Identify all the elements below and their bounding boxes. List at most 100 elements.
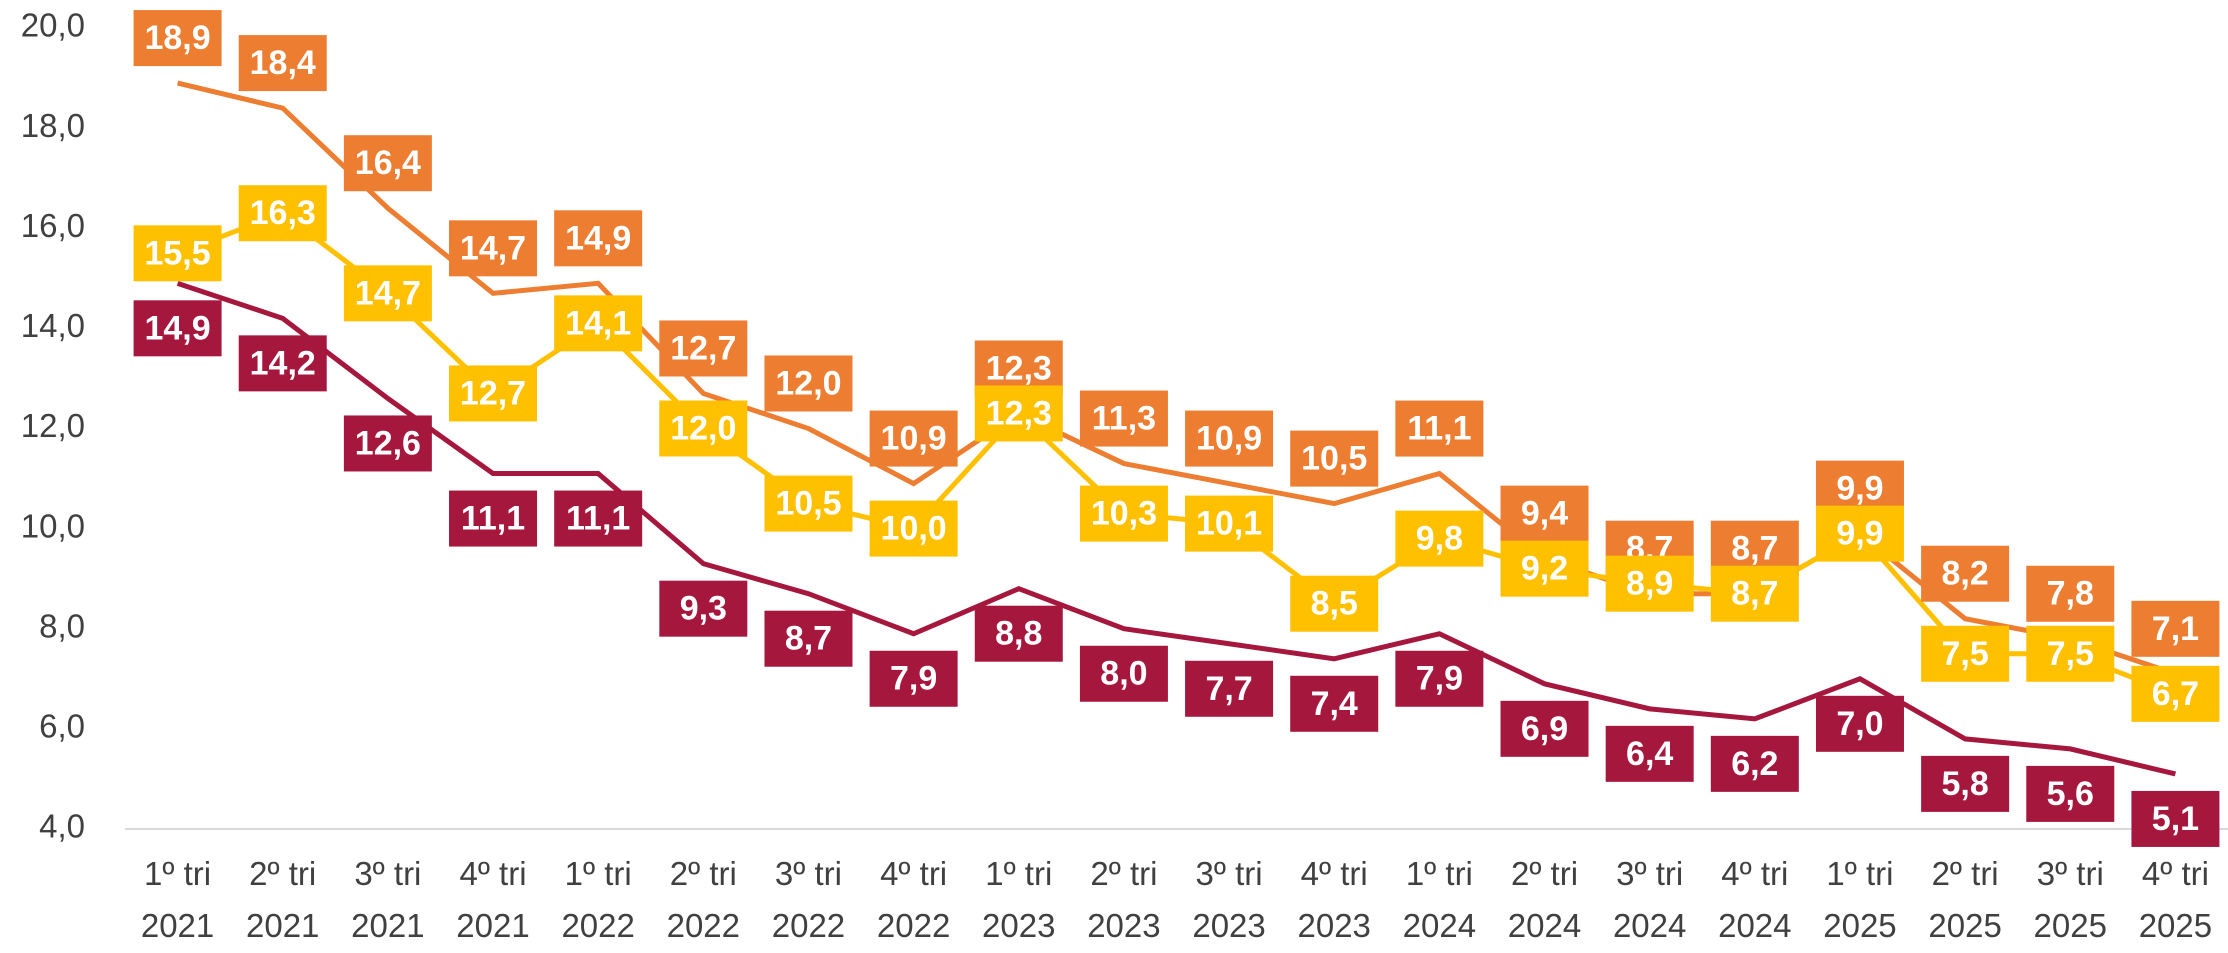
label-box (554, 295, 643, 352)
label-box (1290, 575, 1379, 632)
label-box (1290, 675, 1379, 732)
data-label: 10,0 (881, 510, 947, 548)
data-label: 7,4 (1311, 685, 1358, 723)
label-box (449, 490, 538, 547)
x-tick-label: 2º tri 2024 (1507, 855, 1582, 944)
label-box (2026, 765, 2115, 822)
label-box (1921, 755, 2010, 812)
data-label: 8,9 (1626, 565, 1673, 603)
data-label: 9,3 (680, 590, 727, 628)
data-label: 10,9 (881, 420, 947, 458)
label-box (1710, 565, 1799, 622)
label-box (133, 300, 222, 357)
data-label: 10,5 (775, 485, 841, 523)
label-box (2026, 565, 2115, 622)
data-label: 7,7 (1205, 670, 1252, 708)
data-label: 11,1 (1407, 410, 1471, 448)
label-box (1079, 390, 1168, 447)
x-tick-label: 4º tri 2024 (1718, 855, 1792, 944)
data-label: 15,5 (144, 234, 210, 272)
label-box (449, 365, 538, 422)
data-label: 12,3 (986, 349, 1052, 387)
label-box (343, 415, 432, 472)
label-box (1079, 485, 1168, 542)
label-box (1710, 735, 1799, 792)
data-label: 8,7 (785, 620, 832, 658)
data-label: 6,4 (1626, 735, 1673, 773)
x-tick-label: 3º tri 2021 (351, 855, 425, 944)
label-box (2131, 790, 2220, 847)
data-label: 9,9 (1836, 470, 1883, 508)
x-tick-label: 2º tri 2023 (1087, 855, 1161, 944)
label-box (2131, 665, 2220, 722)
label-box (1185, 660, 1274, 717)
x-tick-label: 2º tri 2022 (666, 855, 741, 944)
data-label: 18,4 (250, 44, 316, 82)
label-box (2026, 625, 2115, 682)
label-box (1185, 495, 1274, 552)
data-label: 11,1 (566, 500, 630, 538)
data-label: 11,3 (1092, 400, 1156, 438)
data-label: 7,5 (1941, 635, 1988, 673)
data-label: 12,7 (670, 329, 736, 367)
data-label: 18,9 (144, 19, 210, 57)
label-box (1079, 645, 1168, 702)
label-box (764, 355, 853, 412)
data-label: 8,0 (1100, 655, 1147, 693)
data-label: 12,0 (775, 364, 841, 402)
y-tick-label: 20,0 (21, 7, 85, 44)
x-tick-label: 4º tri 2021 (456, 855, 530, 944)
label-box (974, 605, 1063, 662)
label-box (869, 500, 958, 557)
label-box (659, 400, 748, 457)
data-label: 9,9 (1836, 515, 1883, 553)
label-box (974, 385, 1063, 442)
data-label: 14,2 (250, 344, 316, 382)
data-label: 5,1 (2152, 800, 2199, 838)
y-tick-label: 18,0 (21, 107, 85, 144)
label-box (764, 475, 853, 532)
label-box (764, 610, 853, 667)
label-box (1500, 485, 1589, 542)
label-box (343, 265, 432, 322)
label-box (554, 210, 643, 267)
y-tick-label: 6,0 (39, 708, 85, 745)
x-tick-label: 3º tri 2022 (771, 855, 846, 944)
label-box (343, 135, 432, 192)
data-label: 14,9 (144, 309, 210, 347)
label-box (1605, 725, 1694, 782)
y-tick-label: 16,0 (21, 207, 85, 244)
y-tick-label: 10,0 (21, 507, 85, 544)
label-box (659, 320, 748, 377)
data-label: 14,9 (565, 219, 631, 257)
data-label: 7,0 (1836, 705, 1883, 743)
label-box (238, 335, 327, 392)
label-box (1500, 700, 1589, 757)
label-box (238, 185, 327, 242)
data-label: 9,2 (1521, 550, 1568, 588)
y-tick-label: 4,0 (39, 808, 85, 845)
label-box (1395, 510, 1484, 567)
label-box (133, 225, 222, 282)
data-label: 12,6 (355, 424, 421, 462)
y-tick-label: 8,0 (39, 607, 85, 644)
label-box (1921, 545, 2010, 602)
data-label: 12,7 (460, 374, 526, 412)
data-label: 6,7 (2152, 675, 2199, 713)
label-box (133, 10, 222, 67)
data-label: 11,1 (461, 500, 525, 538)
data-label: 7,9 (890, 660, 937, 698)
label-box (554, 490, 643, 547)
data-label: 10,5 (1301, 440, 1367, 478)
label-box (1605, 555, 1694, 612)
label-box (1185, 410, 1274, 467)
data-label: 14,7 (460, 229, 526, 267)
data-label: 9,8 (1416, 520, 1463, 558)
x-tick-label: 2º tri 2025 (1928, 855, 2002, 944)
label-box (869, 650, 958, 707)
data-label: 12,0 (670, 409, 736, 447)
label-box (1815, 695, 1904, 752)
x-tick-label: 1º tri 2024 (1402, 855, 1477, 944)
